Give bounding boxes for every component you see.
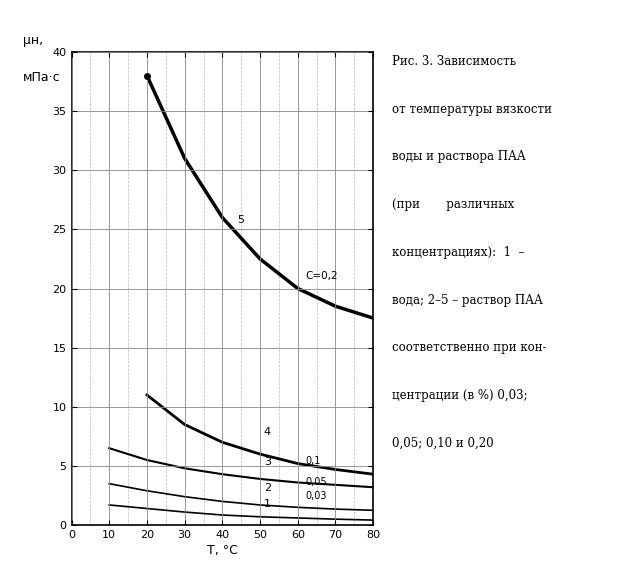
Text: 4: 4 <box>264 427 271 437</box>
Text: Рис. 3. Зависимость: Рис. 3. Зависимость <box>392 55 516 68</box>
Text: 5: 5 <box>238 215 244 226</box>
Text: вода; 2–5 – раствор ПАА: вода; 2–5 – раствор ПАА <box>392 294 543 307</box>
Text: 0,05; 0,10 и 0,20: 0,05; 0,10 и 0,20 <box>392 437 493 450</box>
Text: 2: 2 <box>264 483 271 493</box>
Text: центрации (в %) 0,03;: центрации (в %) 0,03; <box>392 389 527 402</box>
Text: μн,: μн, <box>23 34 44 47</box>
Text: воды и раствора ПАА: воды и раствора ПАА <box>392 151 526 163</box>
Text: 0,03: 0,03 <box>305 491 327 501</box>
Text: C=0,2: C=0,2 <box>305 271 338 281</box>
Text: мПа·с: мПа·с <box>23 71 61 84</box>
Text: 3: 3 <box>264 457 271 467</box>
Text: концентрациях):  1  –: концентрациях): 1 – <box>392 246 524 259</box>
Text: от температуры вязкости: от температуры вязкости <box>392 103 552 115</box>
X-axis label: T, °C: T, °C <box>207 544 238 557</box>
Text: соответственно при кон-: соответственно при кон- <box>392 342 547 354</box>
Text: (при       различных: (при различных <box>392 198 514 211</box>
Text: 0,05: 0,05 <box>305 477 327 487</box>
Text: 0,1: 0,1 <box>305 456 321 466</box>
Text: 1: 1 <box>264 499 271 509</box>
